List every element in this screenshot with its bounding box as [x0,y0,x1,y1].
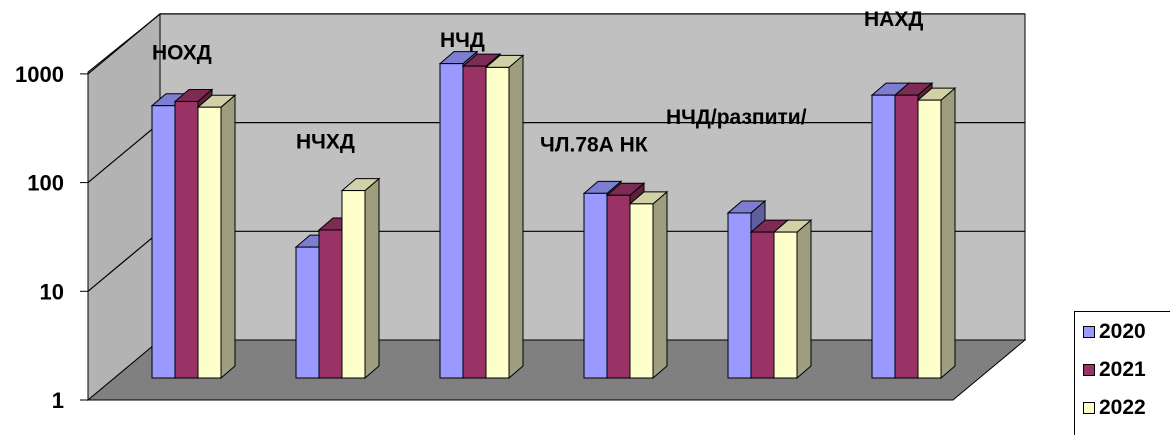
legend-swatch [1083,326,1095,338]
legend-item: 2021 [1083,356,1146,384]
legend-swatch [1083,402,1095,414]
bar-front [295,246,320,379]
legend-label: 2022 [1099,396,1146,419]
gridline [87,13,1025,75]
legend-swatch [1083,364,1095,376]
bars [150,50,957,380]
category-labels: НОХД НЧХД НЧД ЧЛ.78А НК НЧД/разпити/НАХД [152,8,923,156]
category-label: НЧД [440,29,485,52]
y-tick-label: 1 [52,388,64,413]
bar-side [508,54,524,380]
bar-2022-3 [628,190,669,380]
category-label: НОХД [152,41,212,64]
bar-front [750,231,775,379]
legend-item: 2020 [1083,318,1146,346]
legend-label: 2020 [1099,320,1146,343]
bar-front [917,99,942,379]
bar-front [894,94,919,379]
category-label: НАХД [864,8,923,31]
bar-side [652,190,668,380]
category-label: НЧД/разпити/ [666,106,807,129]
bar-front [174,100,199,379]
bar-side [364,177,380,380]
legend-item: 2022 [1083,394,1146,422]
bar-2022-0 [196,94,237,380]
bar-2022-1 [340,177,381,380]
bar-side [940,87,956,380]
bar-front [341,190,366,379]
bar-2022-5 [916,87,957,380]
category-label: НЧХД [296,131,355,154]
y-tick-label: 1000 [15,62,64,87]
bar-front [151,105,176,379]
side-wall [87,12,161,402]
bar-2022-2 [484,54,525,380]
bar-2022-4 [772,218,813,380]
bar-side [796,218,812,380]
bar-front [583,192,608,379]
y-axis-ticks: 1 10 100 1000 [15,62,953,413]
bar-front [727,212,752,379]
bar-front [629,203,654,379]
bar-front [318,229,343,379]
bar-front [773,231,798,379]
y-tick-label: 100 [27,171,64,196]
bar-front [485,66,510,379]
bar-front [871,94,896,379]
bar-side [220,94,236,380]
bar-front [462,65,487,379]
bar-front [197,106,222,379]
bar-front [439,63,464,379]
bar-front [606,194,631,379]
legend-label: 2021 [1099,358,1146,381]
category-label: ЧЛ.78А НК [540,133,648,156]
y-tick-label: 10 [40,279,64,304]
legend: 2020 2021 2022 [1074,311,1170,435]
